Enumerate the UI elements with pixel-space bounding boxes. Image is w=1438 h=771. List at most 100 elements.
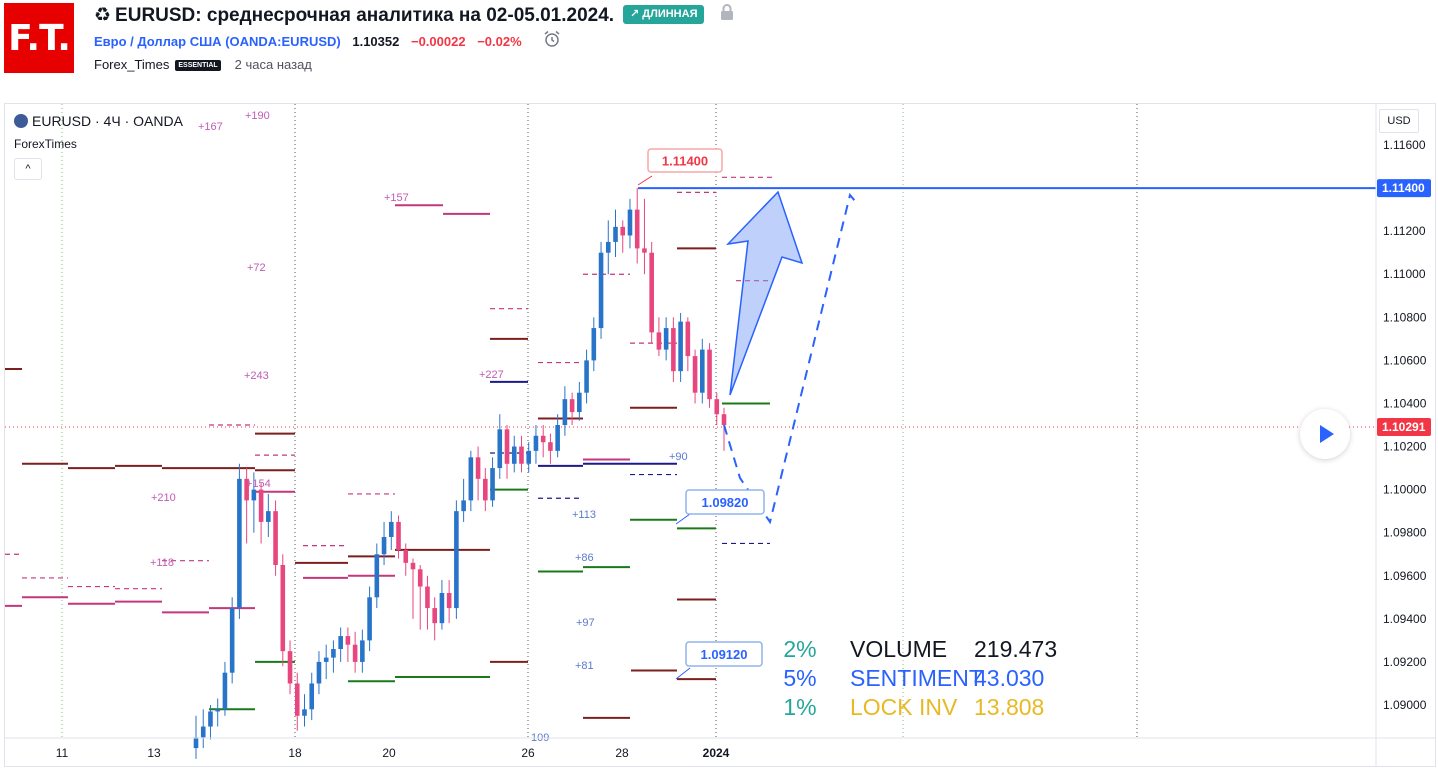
candle-body xyxy=(381,537,387,555)
level-label: +157 xyxy=(384,192,409,204)
candle-body xyxy=(331,649,336,658)
price-callout-text: 1.11400 xyxy=(662,154,708,169)
candle-body xyxy=(519,446,524,464)
candle-body xyxy=(692,356,698,393)
candles xyxy=(193,188,727,759)
candle-body xyxy=(367,597,372,641)
candle-body xyxy=(642,248,647,253)
author-name[interactable]: Forex_Times xyxy=(94,57,170,72)
lock-icon xyxy=(719,3,735,26)
alarm-clock-icon[interactable] xyxy=(543,30,561,53)
candle-body xyxy=(569,399,575,413)
y-tick-label: 1.10200 xyxy=(1383,440,1427,454)
chart-symbol-legend[interactable]: EURUSD · 4Ч · OANDA xyxy=(14,113,183,129)
level-label: +154 xyxy=(246,478,271,490)
stat-value: 219.473 xyxy=(974,636,1058,662)
indicator-name[interactable]: ForexTimes xyxy=(14,137,77,151)
candle-body xyxy=(215,709,220,712)
overlay-drawings: +167 +190 +157 +72 +243 +227 +210 +154 +118 +90 +1… xyxy=(150,110,1376,744)
idea-title-text: EURUSD: среднесрочная аналитика на 02-05… xyxy=(115,5,615,26)
level-label: +210 xyxy=(151,492,176,504)
candle-body xyxy=(620,226,626,236)
y-tick-label: 1.11000 xyxy=(1383,267,1426,281)
symbol-price: 1.10352 xyxy=(352,34,400,49)
candle-body xyxy=(526,450,532,464)
candle-body xyxy=(721,414,727,425)
level-lines xyxy=(5,176,1376,719)
stat-label: VOLUME xyxy=(850,636,948,662)
symbol-change-pct: −0.02% xyxy=(477,34,522,49)
y-tick-label: 1.10000 xyxy=(1383,483,1427,497)
candle-body xyxy=(634,209,640,249)
candle-body xyxy=(193,737,199,749)
level-label: +90 xyxy=(669,451,688,463)
candle-body xyxy=(287,651,293,684)
candle-body xyxy=(229,608,235,673)
stat-label: SENTIMENT xyxy=(850,665,983,691)
candle-body xyxy=(454,511,459,609)
candle-body xyxy=(388,521,394,537)
y-tick-label: 1.09800 xyxy=(1383,526,1427,540)
candle-body xyxy=(222,672,228,710)
candle-body xyxy=(273,511,278,565)
candle-body xyxy=(627,209,633,236)
candle-body xyxy=(280,565,286,652)
candle-body xyxy=(511,446,517,464)
candle-body xyxy=(200,726,206,738)
candle-body xyxy=(656,332,662,350)
candle-body xyxy=(425,586,430,609)
candle-body xyxy=(613,226,618,242)
x-tick-label: 11 xyxy=(56,746,69,760)
symbol-name-link[interactable]: Евро / Доллар США xyxy=(94,34,222,49)
candle-body xyxy=(584,360,589,393)
projected-path xyxy=(723,192,856,525)
candle-body xyxy=(323,657,329,662)
level-label: +118 xyxy=(150,557,174,569)
candle-body xyxy=(497,429,503,469)
price-callout-text: 1.09820 xyxy=(702,495,749,510)
x-tick-label: 18 xyxy=(288,746,302,760)
axis-tag-current-price: 1.10291 xyxy=(1382,420,1426,434)
candle-body xyxy=(548,442,553,451)
long-badge: ↗ ДЛИННАЯ xyxy=(623,5,705,24)
level-label: +243 xyxy=(244,370,269,382)
candle-body xyxy=(685,321,691,357)
collapse-legend-button[interactable]: ^ xyxy=(14,158,42,180)
axes: 1.11600 1.11200 1.11000 1.10800 1.10600 1.104… xyxy=(5,104,1436,767)
candle-body xyxy=(244,478,249,501)
forex-times-logo[interactable]: F.T. xyxy=(4,3,74,73)
up-arrow-shape xyxy=(725,190,804,396)
level-label: +167 xyxy=(198,121,223,133)
y-tick-label: 1.10400 xyxy=(1383,396,1427,410)
stat-pct: 5% xyxy=(783,665,817,691)
candle-body xyxy=(461,500,466,512)
y-tick-label: 1.09200 xyxy=(1383,655,1427,669)
candle-body xyxy=(475,457,481,479)
candle-body xyxy=(410,562,416,570)
candle-body xyxy=(266,511,271,522)
y-tick-label: 1.09600 xyxy=(1383,569,1427,583)
candle-body xyxy=(540,435,546,443)
y-tick-label: 1.09000 xyxy=(1383,698,1427,712)
level-label: +113 xyxy=(572,509,596,521)
currency-button[interactable]: USD xyxy=(1379,109,1419,133)
y-tick-label: 1.09400 xyxy=(1383,612,1427,626)
stat-pct: 1% xyxy=(783,694,817,720)
essential-tag: ESSENTIAL xyxy=(175,60,221,72)
candle-body xyxy=(678,321,683,372)
candle-body xyxy=(352,644,358,662)
idea-title: ♻ EURUSD: среднесрочная аналитика на 02-0… xyxy=(94,4,614,27)
chart-frame xyxy=(4,103,1436,767)
candle-body xyxy=(345,636,351,645)
candle-body xyxy=(649,252,654,333)
author-line: Forex_Times ESSENTIAL 2 часа назад xyxy=(94,57,312,72)
candle-body xyxy=(562,399,568,425)
candle-body xyxy=(294,683,300,716)
x-tick-label: 20 xyxy=(382,746,396,760)
grid-lines xyxy=(61,104,1138,738)
symbol-ticker-link[interactable]: (OANDA:EURUSD) xyxy=(225,34,341,49)
play-button[interactable] xyxy=(1300,409,1350,459)
price-callout-box xyxy=(685,489,765,515)
axis-tag-resistance-bg xyxy=(1377,179,1431,198)
